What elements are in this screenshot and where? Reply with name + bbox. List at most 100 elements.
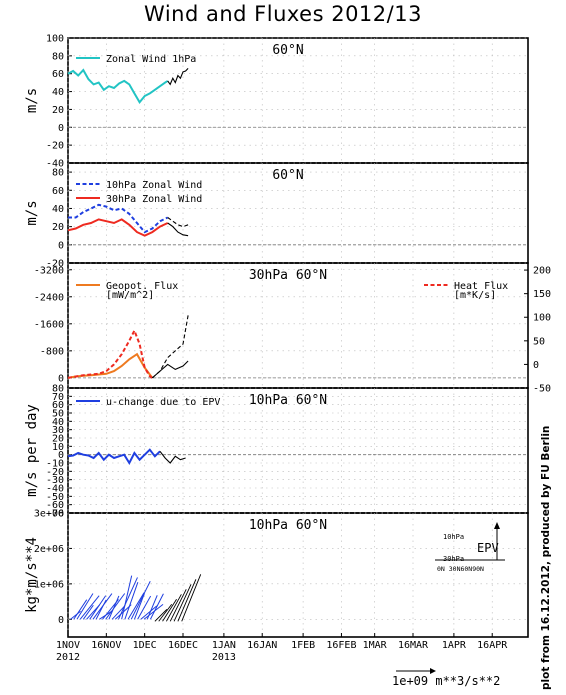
panel-title: 10hPa 60°N [249,393,327,408]
epv-vector-forecast [181,574,202,622]
chart-title: Wind and Fluxes 2012/13 [144,2,422,26]
epv-vector [89,595,107,620]
epv-vector [143,604,164,620]
y-tick-label-right: 200 [533,266,551,277]
x-tick-label: 1JAN [212,640,236,651]
x-tick-label: 1FEB [291,640,315,651]
panel-title: 10hPa 60°N [249,518,327,533]
y-tick-label: 50 [52,409,64,420]
x-tick-label: 1MAR [363,640,388,651]
epv-vector [70,610,81,620]
panel-title: 60°N [272,168,303,183]
y-tick-label: 20 [52,434,64,445]
y-tick-label: -800 [40,346,64,357]
x-tick-label: 16APR [477,640,508,651]
series-line-zonal-wind-1hpa [67,68,169,105]
epv-legend-arrowhead [494,522,500,529]
epv-vector [111,605,126,620]
series-line-forecast-1 [167,68,189,86]
epv-vector [79,595,100,620]
y-tick-label: -60 [46,500,64,511]
epv-vector-forecast [165,594,182,622]
epv-vector [73,599,88,620]
x-tick-year: 2013 [212,652,236,663]
series-line-1 [159,450,186,464]
epv-vector-forecast [154,608,168,622]
epv-vector [133,593,145,620]
y-tick-label: -20 [46,259,64,270]
y-tick-label: -50 [46,492,64,503]
epv-vector [140,605,158,620]
panel-title: 30hPa 60°N [249,268,327,283]
y-tick-label: 80 [52,384,64,395]
y-tick-label: 40 [52,417,64,428]
y-axis-label: m/s [24,88,40,113]
epv-vector [149,593,164,620]
series-line-3 [167,222,189,237]
x-tick-label: 1NOV [56,640,80,651]
y-tick-label-right: 100 [533,313,551,324]
epv-vector [118,577,138,620]
series-line-2 [151,360,189,379]
y-axis-label: kg*m/s**4 [24,537,40,613]
x-tick-label: 16JAN [247,640,277,651]
legend-10hpa-label: 10hPa Zonal Wind [106,180,202,191]
y-tick-label: 20 [52,222,64,233]
epv-vector [108,595,120,620]
y-axis-label: m/s per day [24,404,40,497]
epv-vector [127,592,145,620]
y-tick-label: -20 [46,467,64,478]
y-tick-label: 0 [58,123,64,134]
x-tick-label: 16MAR [398,640,429,651]
y-tick-label: 0 [58,240,64,251]
y-tick-label: 10 [52,442,64,453]
y-tick-label: 80 [52,51,64,62]
y-tick-label: 0 [58,373,64,384]
epv-legend-label: EPV [477,541,499,555]
y-tick-label: -70 [46,509,64,520]
x-tick-label: 16DEC [168,640,198,651]
epv-vector-forecast [177,579,197,622]
x-tick-label: 16FEB [326,640,356,651]
legend-u-change-label: u-change due to EPV [106,397,220,408]
x-tick-label: 1DEC [133,640,157,651]
y-tick-label: -2400 [34,292,64,303]
x-tick-year: 2012 [56,652,80,663]
y-tick-label: 3e+06 [34,509,64,520]
y-tick-label-right: 50 [533,336,545,347]
legend-heat-flux-label: Heat Flux [454,281,508,292]
series-line-2 [167,217,189,228]
epv-legend-x-ticks: 0N 30N60N90N [437,565,484,573]
y-tick-label: -10 [46,459,64,470]
x-tick-label: 16NOV [91,640,121,651]
epv-vector-forecast [158,604,173,622]
y-tick-label: 0 [58,615,64,626]
epv-vector-forecast [173,584,192,622]
y-tick-label: -40 [46,484,64,495]
scale-arrowhead [430,668,436,674]
epv-vector [82,604,94,620]
series-line-0 [67,352,154,379]
y-tick-label: 60 [52,400,64,411]
scale-label: 1e+09 m**3/s**2 [392,674,500,688]
y-tick-label: 100 [46,34,64,45]
y-tick-label: 70 [52,392,64,403]
legend-geopot-flux-label: Geopot. Flux [106,281,178,292]
y-tick-label: -40 [46,159,64,170]
panel-title: 60°N [272,43,303,58]
legend-zonal-wind-1hpa-label: Zonal Wind 1hPa [106,54,196,65]
y-tick-label: 60 [52,186,64,197]
y-tick-label: 40 [52,87,64,98]
y-tick-label: 1e+06 [34,579,64,590]
y-tick-label: 60 [52,69,64,80]
y-tick-label: -3200 [34,265,64,276]
y-axis-label: m/s [24,200,40,225]
y-tick-label: 0 [58,450,64,461]
x-tick-label: 1APR [442,640,467,651]
y-tick-label: -1600 [34,319,64,330]
y-tick-label: 80 [52,168,64,179]
epv-vector [76,593,94,620]
epv-vector [137,595,152,620]
y-tick-label-right: 150 [533,289,551,300]
epv-vector-forecast [169,589,187,622]
